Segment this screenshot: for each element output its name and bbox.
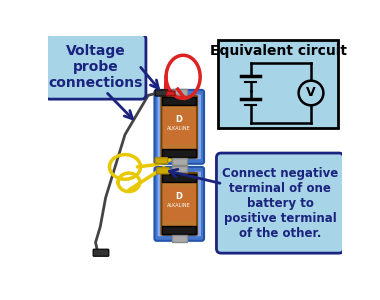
FancyBboxPatch shape [157, 168, 169, 174]
FancyBboxPatch shape [93, 249, 109, 256]
FancyBboxPatch shape [218, 40, 338, 128]
Text: V: V [306, 86, 316, 100]
Text: Connect negative
terminal of one
battery to
positive terminal
of the other.: Connect negative terminal of one battery… [222, 167, 338, 240]
FancyBboxPatch shape [162, 149, 196, 157]
FancyBboxPatch shape [171, 236, 187, 242]
FancyBboxPatch shape [154, 167, 204, 241]
Text: D: D [176, 192, 183, 201]
FancyBboxPatch shape [158, 172, 164, 236]
FancyBboxPatch shape [155, 90, 168, 96]
Text: Voltage
probe
connections: Voltage probe connections [48, 44, 143, 90]
FancyBboxPatch shape [195, 94, 201, 159]
FancyBboxPatch shape [171, 166, 187, 172]
FancyBboxPatch shape [163, 110, 196, 144]
FancyBboxPatch shape [171, 89, 187, 95]
FancyBboxPatch shape [155, 158, 168, 164]
FancyBboxPatch shape [154, 90, 204, 164]
Text: Equivalent circuit: Equivalent circuit [209, 44, 347, 58]
Text: D: D [176, 115, 183, 124]
Text: ALKALINE: ALKALINE [167, 126, 191, 131]
Text: ALKALINE: ALKALINE [167, 203, 191, 208]
Circle shape [299, 81, 323, 105]
FancyBboxPatch shape [162, 174, 196, 182]
FancyBboxPatch shape [162, 226, 196, 234]
FancyBboxPatch shape [195, 172, 201, 236]
FancyBboxPatch shape [162, 173, 197, 235]
FancyBboxPatch shape [162, 97, 196, 104]
FancyBboxPatch shape [166, 91, 175, 96]
FancyBboxPatch shape [158, 94, 164, 159]
FancyBboxPatch shape [45, 34, 146, 99]
FancyBboxPatch shape [217, 153, 344, 253]
FancyBboxPatch shape [163, 187, 196, 221]
FancyBboxPatch shape [171, 158, 187, 165]
FancyBboxPatch shape [162, 96, 197, 158]
